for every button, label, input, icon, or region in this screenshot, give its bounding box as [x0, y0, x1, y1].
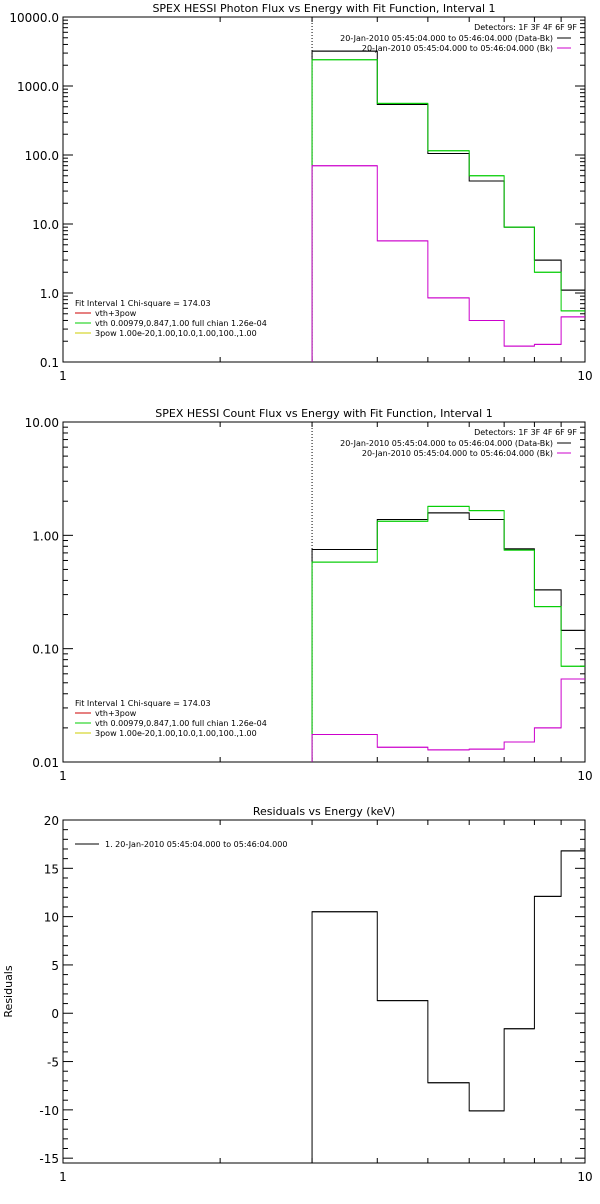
x-tick-label: 10: [577, 1170, 592, 1184]
fit-legend-entry-3: 3pow 1.00e-20,1.00,10.0,1.00,100.,1.00: [95, 729, 257, 738]
x-tick-label: 10: [577, 369, 592, 383]
y-tick-label: 10: [44, 911, 59, 925]
x-tick-label: 1: [59, 1170, 67, 1184]
plot-frame: [62, 421, 586, 763]
y-tick-label: 0.01: [32, 756, 59, 770]
detectors-label: Detectors: 1F 3F 4F 6F 9F: [474, 23, 577, 32]
legend-entry-2: 20-Jan-2010 05:45:04.000 to 05:46:04.000…: [362, 449, 553, 458]
y-tick-label: 10.00: [25, 416, 59, 430]
legend-entry-2: 20-Jan-2010 05:45:04.000 to 05:46:04.000…: [362, 44, 553, 53]
y-tick-label: 15: [44, 862, 59, 876]
y-tick-label: 20: [44, 814, 59, 828]
plot-frame: [62, 819, 586, 1164]
y-tick-label: -10: [39, 1104, 59, 1118]
y-tick-label: -15: [39, 1152, 59, 1166]
fit-legend-entry-3: 3pow 1.00e-20,1.00,10.0,1.00,100.,1.00: [95, 329, 257, 338]
fit-legend-entry-2: vth 0.00979,0.847,1.00 full chian 1.26e-…: [95, 719, 267, 728]
series-line-2: [311, 505, 585, 762]
legend-entry-1: 20-Jan-2010 05:45:04.000 to 05:46:04.000…: [340, 34, 553, 43]
fit-legend-title: Fit Interval 1 Chi-square = 174.03: [75, 699, 211, 708]
series-line-2: [311, 59, 585, 362]
y-tick-label: 0: [51, 1007, 59, 1021]
chart-panel-2: SPEX HESSI Count Flux vs Energy with Fit…: [25, 407, 593, 783]
series-line-3: [311, 165, 585, 362]
fit-legend-entry-2: vth 0.00979,0.847,1.00 full chian 1.26e-…: [95, 319, 267, 328]
residual-legend-entry: 1. 20-Jan-2010 05:45:04.000 to 05:46:04.…: [105, 840, 287, 849]
chart-title: SPEX HESSI Photon Flux vs Energy with Fi…: [152, 2, 495, 15]
y-tick-label: 5: [51, 959, 59, 973]
y-tick-label: 100.0: [25, 149, 59, 163]
x-tick-label: 1: [59, 369, 67, 383]
plot-frame: [62, 16, 586, 363]
series-line-1: [311, 512, 585, 762]
y-tick-label: -5: [47, 1056, 59, 1070]
y-tick-label: 10.0: [32, 218, 59, 232]
series-line-1: [311, 50, 585, 362]
chart-panel-1: SPEX HESSI Photon Flux vs Energy with Fi…: [9, 2, 592, 383]
y-tick-label: 0.10: [32, 643, 59, 657]
x-tick-label: 10: [577, 769, 592, 783]
fit-legend-title: Fit Interval 1 Chi-square = 174.03: [75, 299, 211, 308]
y-tick-label: 1.00: [32, 529, 59, 543]
legend-entry-1: 20-Jan-2010 05:45:04.000 to 05:46:04.000…: [340, 439, 553, 448]
y-tick-label: 1000.0: [17, 80, 59, 94]
x-tick-label: 1: [59, 769, 67, 783]
chart-panel-3: Residuals vs Energy (keV) Residuals 1 10 -15…: [2, 805, 593, 1184]
y-axis-label: Residuals: [2, 965, 15, 1017]
y-tick-label: 0.1: [40, 356, 59, 370]
fit-legend-entry-1: vth+3pow: [95, 709, 137, 718]
detectors-label: Detectors: 1F 3F 4F 6F 9F: [474, 428, 577, 437]
chart-title: SPEX HESSI Count Flux vs Energy with Fit…: [155, 407, 492, 420]
chart-title: Residuals vs Energy (keV): [253, 805, 395, 818]
fit-legend-entry-1: vth+3pow: [95, 309, 137, 318]
y-tick-label: 10000.0: [9, 11, 59, 25]
series-line-1: [311, 850, 585, 1163]
y-tick-label: 1.0: [40, 287, 59, 301]
